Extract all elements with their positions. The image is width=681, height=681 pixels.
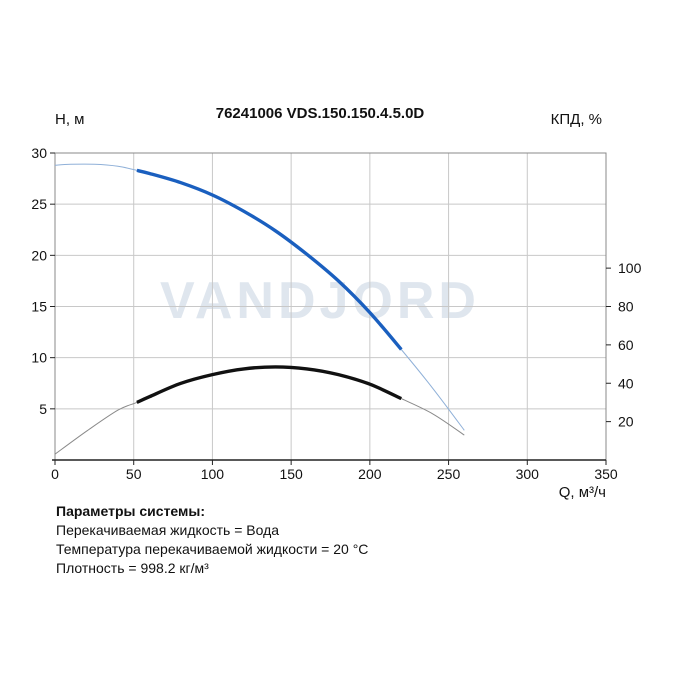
chart-title: 76241006 VDS.150.150.4.5.0D [216, 105, 425, 122]
y-right-tick-label: 100 [618, 260, 642, 276]
x-tick-label: 100 [201, 466, 225, 482]
y-left-tick-label: 10 [31, 350, 47, 366]
x-tick-label: 350 [594, 466, 618, 482]
y-left-tick-label: 25 [31, 196, 47, 212]
x-tick-label: 200 [358, 466, 382, 482]
system-parameters: Параметры системы: Перекачиваемая жидкос… [56, 502, 368, 578]
y-right-tick-label: 20 [618, 414, 634, 430]
y-right-tick-label: 40 [618, 375, 634, 391]
y-left-tick-label: 5 [39, 401, 47, 417]
y-left-tick-label: 15 [31, 299, 47, 315]
x-tick-label: 250 [437, 466, 461, 482]
x-tick-label: 0 [51, 466, 59, 482]
efficiency-curve-operating [136, 365, 403, 404]
y-right-tick-label: 60 [618, 337, 634, 353]
watermark: VANDJORD [160, 272, 480, 330]
x-tick-label: 150 [279, 466, 303, 482]
system-parameter-temperature: Температура перекачиваемой жидкости = 20… [56, 541, 369, 557]
system-parameters-title: Параметры системы: [56, 503, 206, 519]
y-right-axis-label: КПД, % [551, 111, 602, 128]
x-tick-label: 50 [126, 466, 142, 482]
y-left-tick-label: 30 [31, 145, 47, 161]
y-left-tick-label: 20 [31, 247, 47, 263]
x-axis-label: Q, м³/ч [559, 484, 606, 501]
head-curve-operating [136, 168, 403, 351]
efficiency-curve-full [54, 366, 465, 455]
x-tick-label: 300 [516, 466, 540, 482]
system-parameter-liquid: Перекачиваемая жидкость = Вода [56, 522, 280, 538]
y-left-axis-label: H, м [55, 111, 84, 128]
y-right-tick-label: 80 [618, 299, 634, 315]
system-parameter-density: Плотность = 998.2 кг/м³ [56, 560, 209, 576]
